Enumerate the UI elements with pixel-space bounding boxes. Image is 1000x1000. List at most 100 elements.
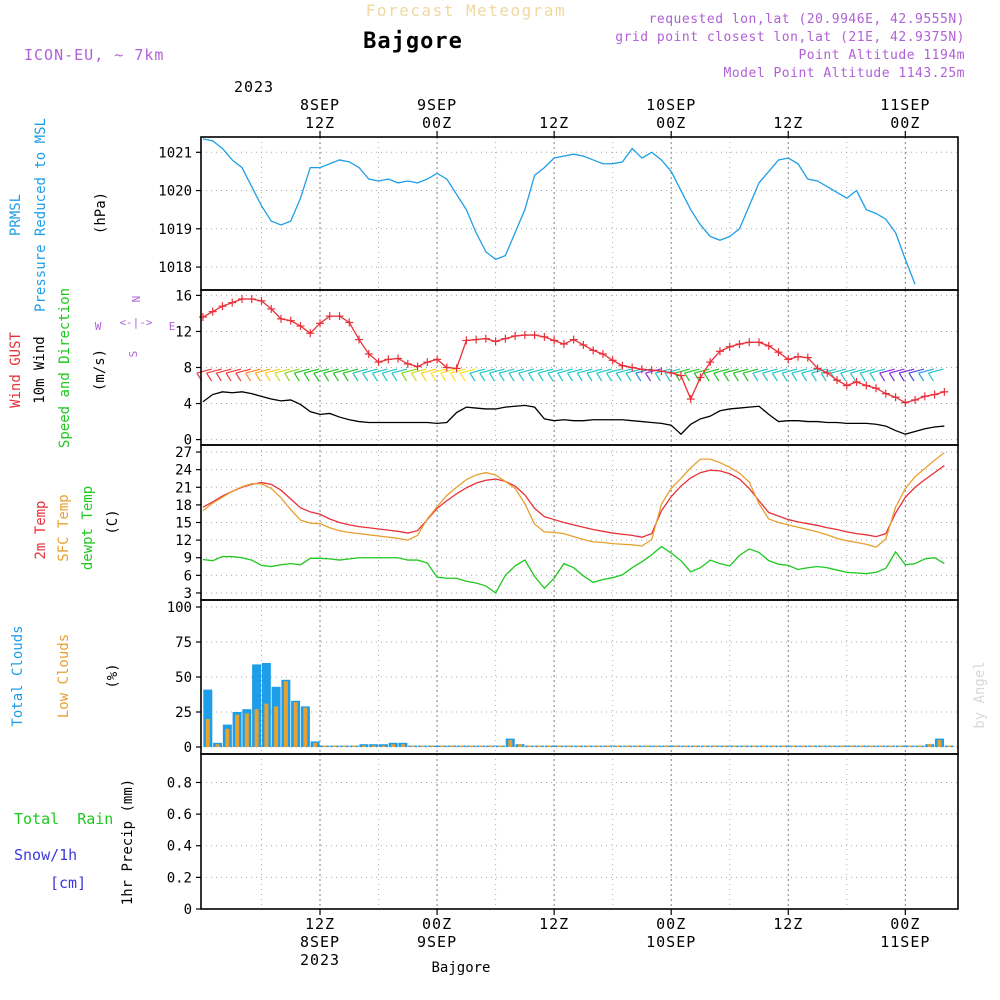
arrow-shaft — [333, 368, 349, 374]
low-cloud-bar — [254, 709, 259, 747]
temperature-panel-labels: 2m Temp SFC Temp dewpt Temp (C) — [33, 486, 121, 570]
arrow-shaft — [528, 368, 544, 374]
gust-marker — [423, 358, 432, 367]
ytick-label: 75 — [175, 635, 192, 651]
model-label: ICON-EU, ~ 7km — [24, 46, 164, 64]
wind-direction-arrow — [615, 368, 632, 382]
gust-marker — [911, 395, 920, 404]
ytick-label: 0 — [184, 433, 192, 449]
arrow-shaft — [216, 368, 232, 374]
bottom-date-label: 9SEP — [417, 933, 457, 951]
gust-marker — [647, 366, 656, 375]
low-cloud-bar — [917, 745, 922, 747]
gust-marker — [237, 295, 246, 304]
compass-north: N — [130, 296, 143, 303]
ytick-label: 1020 — [158, 184, 192, 200]
low-cloud-bar — [322, 745, 327, 747]
arrow-barb — [654, 372, 661, 382]
wind-direction-arrow — [215, 368, 232, 382]
wind-direction-arrow — [430, 368, 447, 382]
wind-direction-arrow — [498, 368, 515, 382]
wind-direction-arrow — [537, 368, 554, 382]
low-cloud-bar — [937, 740, 942, 747]
arrow-shaft — [723, 368, 739, 374]
gust-marker — [579, 340, 588, 349]
ytick-label: 1021 — [158, 145, 192, 161]
arrow-shaft — [323, 368, 339, 374]
low-cloud-bar — [615, 745, 620, 747]
arrow-barb — [762, 372, 769, 382]
gust-marker — [433, 355, 442, 364]
gust-marker — [784, 355, 793, 364]
arrow-barb — [567, 372, 574, 382]
wind-direction-arrow — [235, 368, 252, 382]
low-cloud-bar — [478, 745, 483, 747]
temp-unit-label: (C) — [105, 509, 121, 534]
wind-direction-arrow — [371, 368, 388, 382]
arrow-shaft — [460, 368, 476, 374]
low-cloud-bar — [908, 745, 913, 747]
wind-direction-arrow — [762, 368, 778, 382]
arrow-shaft — [303, 368, 320, 374]
gust-marker — [735, 340, 744, 349]
wind-direction-arrow — [732, 368, 749, 382]
arrow-shaft — [616, 368, 632, 374]
precip-unit-label: 1hr Precip (mm) — [120, 779, 136, 905]
arrow-shaft — [343, 368, 359, 374]
ytick-label: 27 — [175, 445, 192, 461]
credit-label: by Angel — [972, 661, 988, 728]
wind-direction-arrow — [332, 368, 349, 382]
arrow-barb — [303, 372, 310, 382]
wind-direction-arrow — [313, 368, 330, 382]
gust-marker — [598, 349, 607, 358]
series-prmsl — [202, 138, 916, 285]
point-altitude: Point Altitude 1194m — [798, 48, 965, 63]
wind-direction-arrow — [264, 368, 281, 382]
wind-direction-arrow — [342, 368, 359, 382]
arrow-shaft — [538, 368, 554, 374]
wind-direction-arrow — [723, 368, 739, 382]
low-cloud-bar — [752, 745, 757, 747]
wind-direction-arrow — [927, 368, 944, 382]
wind-direction-arrow — [703, 368, 720, 382]
gust-marker — [725, 342, 734, 351]
gust-marker — [520, 331, 529, 340]
arrow-shaft — [781, 368, 798, 374]
arrow-barb — [206, 372, 213, 382]
top-hour-label: 00Z — [890, 114, 920, 132]
gust-marker — [628, 363, 637, 372]
gust-marker — [472, 335, 481, 344]
gust-marker — [276, 314, 285, 323]
arrow-shaft — [713, 368, 730, 374]
ytick-label: 21 — [175, 480, 192, 496]
gust-marker — [764, 341, 773, 350]
low-cloud-bar — [732, 745, 737, 747]
wind-direction-arrow — [352, 368, 369, 382]
top-hour-label: 00Z — [656, 114, 686, 132]
gust-marker — [550, 336, 559, 345]
arrow-barb — [342, 372, 349, 382]
arrow-barb — [313, 372, 320, 382]
arrow-barb — [293, 372, 300, 382]
wind-direction-arrow — [879, 368, 895, 382]
pressure-unit-label: (hPa) — [93, 192, 109, 234]
low-cloud-bar — [381, 745, 386, 747]
arrow-barb — [713, 372, 720, 382]
arrow-shaft — [469, 368, 486, 374]
low-cloud-bar — [537, 745, 542, 747]
wind-direction-arrow — [274, 368, 291, 382]
gust-marker — [394, 354, 403, 363]
low-cloud-bar — [869, 745, 874, 747]
series-sfc-temp — [202, 452, 945, 548]
arrow-barb — [820, 372, 827, 382]
arrow-barb — [752, 372, 759, 382]
gust-marker — [364, 349, 373, 358]
gust-marker — [403, 359, 412, 368]
gust-marker — [852, 377, 861, 386]
low-cloud-bar — [605, 745, 610, 747]
pressure-desc-label: Pressure Reduced to MSL — [33, 118, 49, 312]
top-hour-label: 00Z — [422, 114, 452, 132]
wind-direction-arrow — [586, 368, 603, 382]
arrow-shaft — [674, 368, 690, 374]
